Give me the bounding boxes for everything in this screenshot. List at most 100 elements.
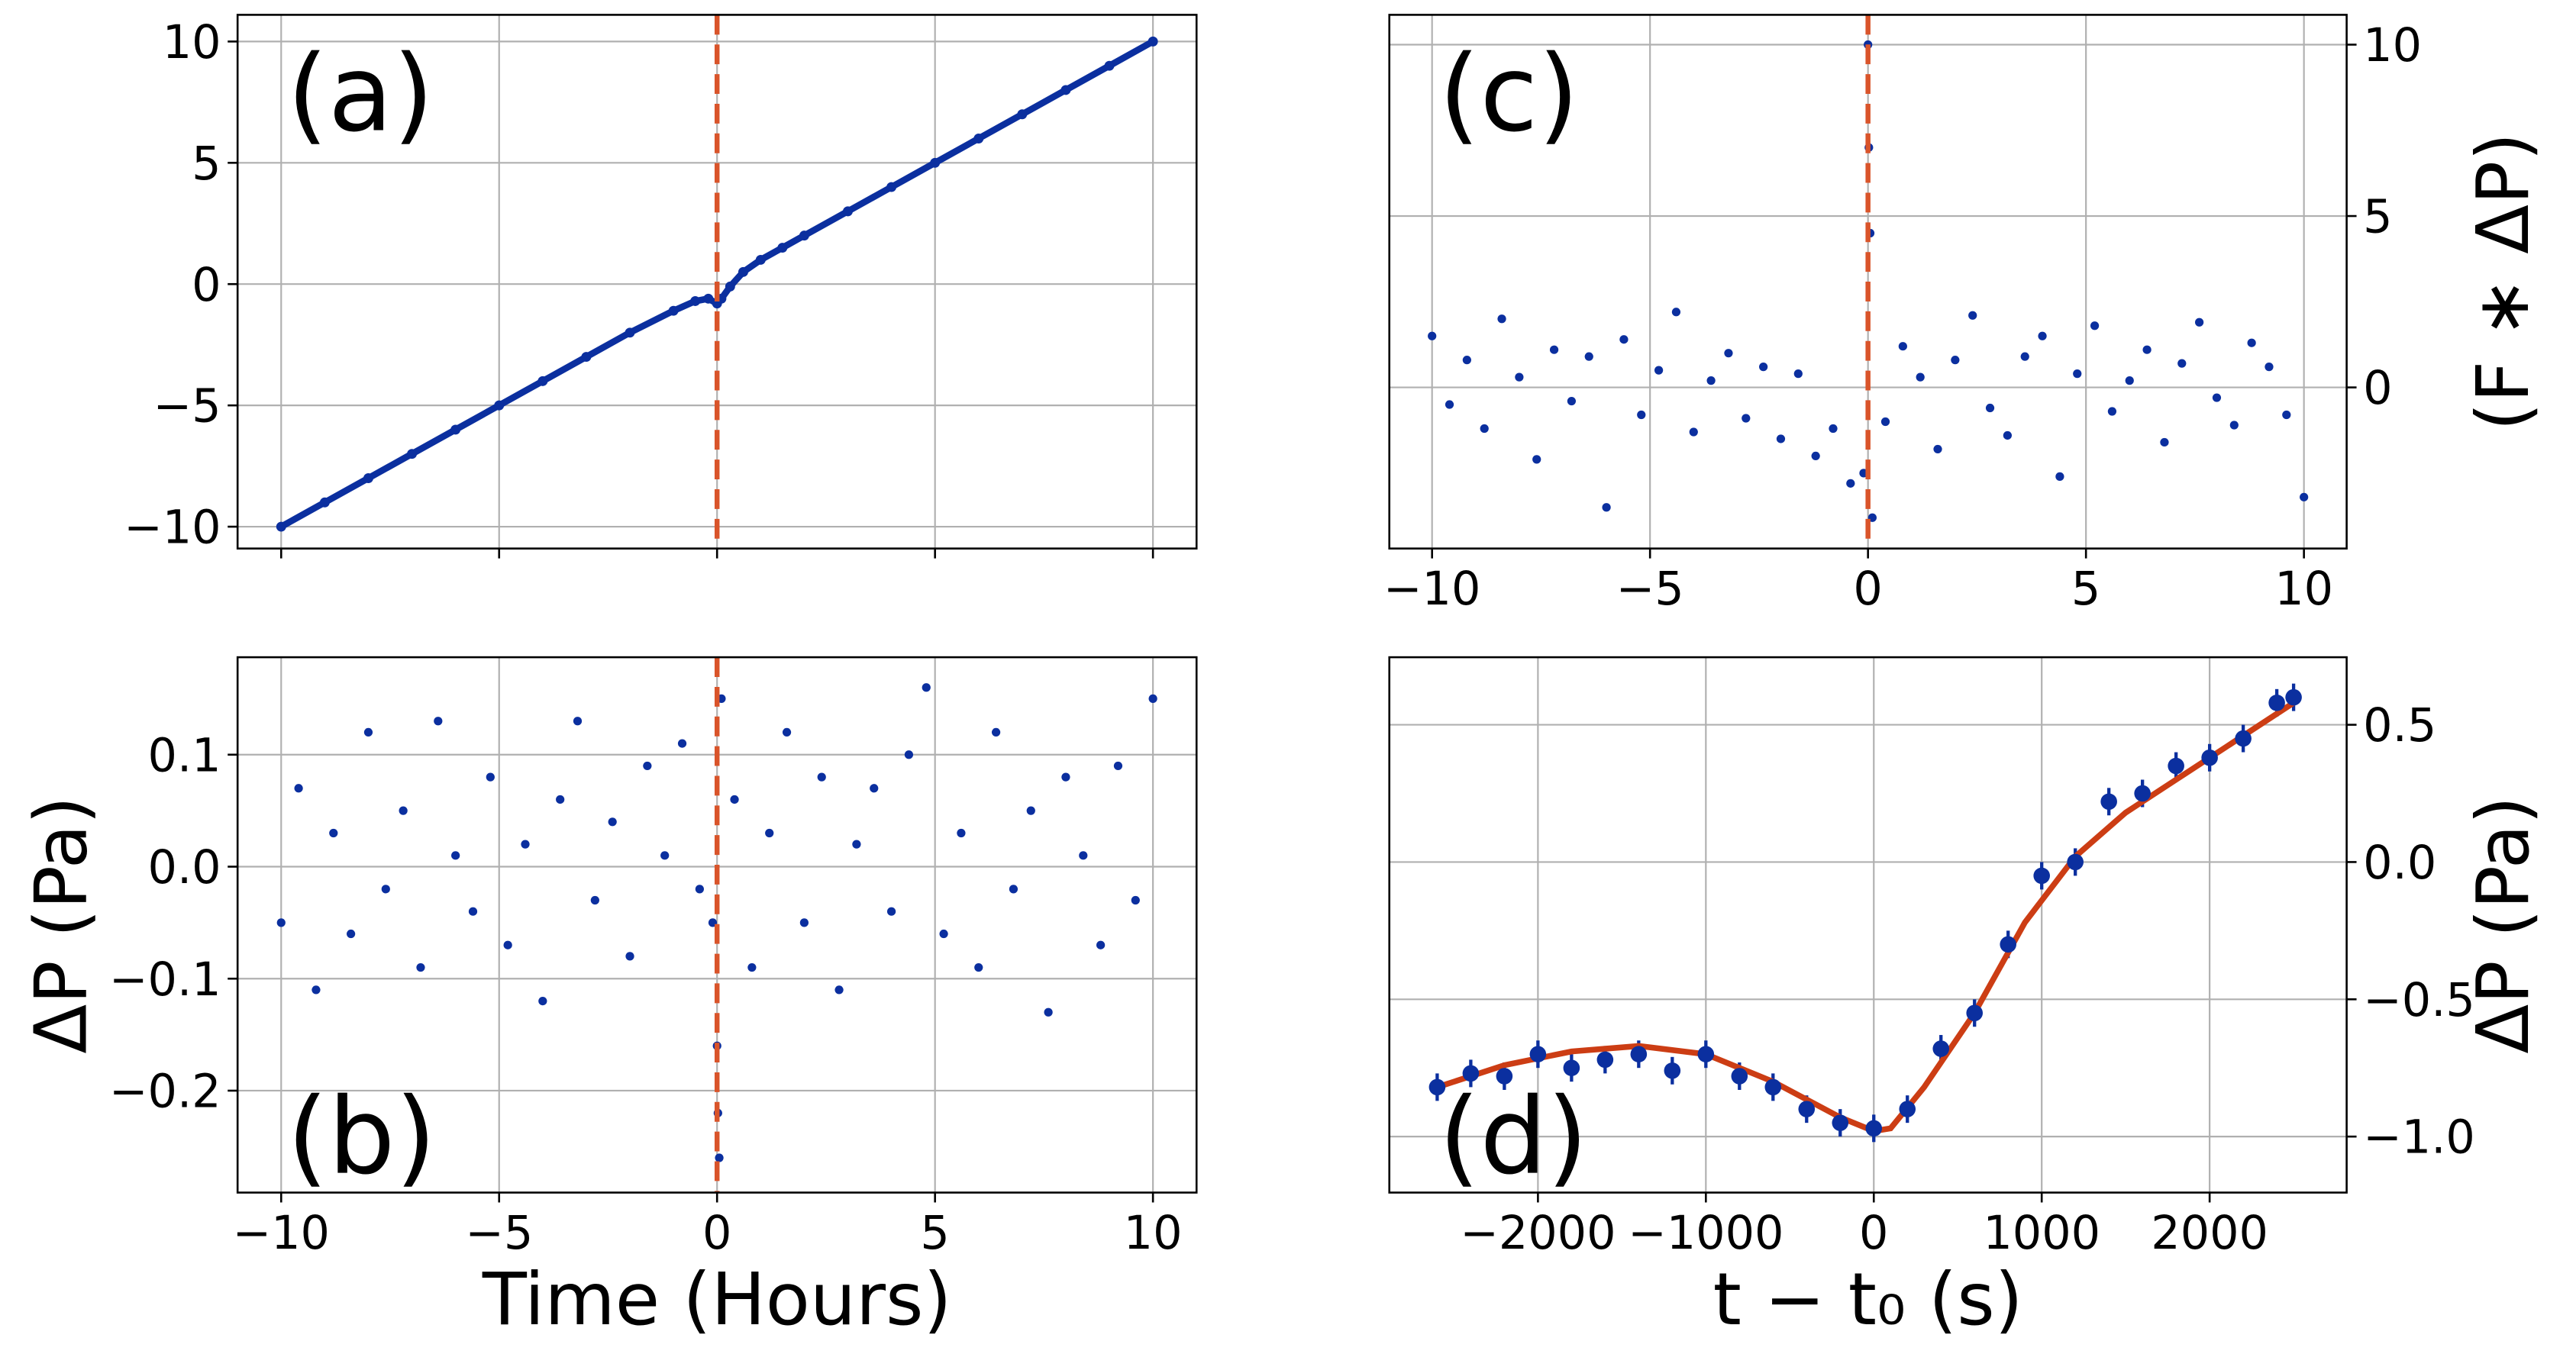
data-point	[974, 962, 983, 972]
data-point	[939, 929, 948, 939]
data-point	[1899, 1101, 1916, 1117]
y-tick-label: −5	[153, 380, 221, 434]
data-point	[1131, 895, 1140, 905]
y-tick-label: 0.0	[2363, 837, 2436, 890]
data-point	[852, 840, 861, 849]
data-point	[1731, 1068, 1748, 1085]
data-point	[1951, 356, 1960, 365]
data-point	[573, 717, 583, 726]
data-point	[1689, 427, 1698, 437]
y-tick-label: −0.1	[109, 953, 221, 1007]
data-point	[381, 885, 390, 894]
data-point	[329, 828, 338, 838]
data-point	[1497, 314, 1506, 324]
data-point	[930, 157, 941, 168]
x-tick-label: 10	[2274, 563, 2333, 616]
x-tick-label: −10	[233, 1207, 330, 1260]
data-point	[2212, 393, 2222, 402]
data-point	[1932, 1040, 1950, 1057]
data-point	[1148, 694, 1157, 704]
data-point	[1017, 109, 1028, 120]
data-point	[922, 683, 931, 692]
y-tick-label: 0	[2363, 362, 2392, 415]
data-point	[715, 1153, 724, 1162]
data-point	[347, 929, 356, 939]
data-point	[904, 750, 914, 759]
data-point	[276, 918, 286, 927]
data-point	[2107, 407, 2117, 416]
x-tick-label: −2000	[1460, 1207, 1616, 1260]
data-point	[834, 985, 844, 995]
data-point	[799, 918, 809, 927]
data-point	[817, 772, 826, 782]
data-point	[668, 305, 679, 316]
data-point	[625, 952, 634, 961]
data-point	[1009, 885, 1018, 894]
data-point	[1798, 1101, 1816, 1117]
data-point	[312, 985, 321, 995]
data-point	[2142, 345, 2152, 354]
plot-frame	[1388, 14, 2348, 550]
data-point	[1811, 451, 1820, 461]
data-point	[1096, 940, 1106, 949]
data-point	[407, 449, 418, 459]
data-point	[2160, 437, 2169, 447]
data-point	[2125, 376, 2134, 385]
data-point	[1697, 1046, 1715, 1063]
panel: −2000 −1000 0 1000 2000 −1.0 −0.5 0.0 0.5 (d) t − …	[1388, 656, 2545, 1342]
y-tick-label: −1.0	[2363, 1111, 2475, 1165]
data-point	[1637, 410, 1646, 420]
data-point	[2201, 749, 2218, 766]
plot-frame	[236, 656, 1198, 1194]
data-point	[1515, 372, 1524, 382]
data-point	[1148, 36, 1158, 47]
data-point	[1480, 424, 1489, 434]
data-point	[777, 243, 788, 253]
panel: −10 −5 0 5 10 (a)	[124, 14, 1198, 559]
data-point	[725, 281, 735, 292]
panel: −10 −5 0 5 10 0 5 10 (c) (F ∗ ΔP)	[1383, 14, 2545, 616]
data-point	[434, 717, 443, 726]
data-point	[1428, 1078, 1446, 1096]
data-point	[1898, 342, 1907, 351]
data-point	[765, 828, 774, 838]
data-point	[2235, 730, 2252, 747]
data-point	[1985, 403, 1995, 413]
panel-label: (b)	[287, 1075, 436, 1198]
data-point	[782, 727, 792, 737]
data-point	[556, 795, 565, 804]
data-point	[1933, 444, 1942, 454]
data-point	[2264, 363, 2274, 372]
data-point	[538, 996, 547, 1006]
data-point	[1428, 331, 1437, 340]
panel: −10 −5 0 5 10 −0.2 −0.1 0.0 0.1 (b) Time (Hours) ΔP…	[20, 656, 1198, 1342]
data-point	[294, 784, 303, 793]
x-tick-label: 0	[1853, 563, 1882, 616]
x-tick-label: 0	[702, 1207, 731, 1260]
data-point	[799, 231, 809, 241]
data-point	[1602, 503, 1611, 512]
data-point	[1596, 1051, 1614, 1069]
data-point	[2038, 331, 2047, 340]
data-point	[2033, 867, 2050, 885]
y-tick-label: −10	[124, 501, 221, 555]
data-point	[2247, 338, 2256, 347]
data-point	[2229, 421, 2239, 430]
x-axis-label: Time (Hours)	[482, 1258, 952, 1342]
data-point	[1584, 352, 1593, 361]
x-tick-label: 5	[920, 1207, 949, 1260]
data-point	[1061, 772, 1070, 782]
data-point	[2100, 793, 2117, 811]
data-point	[363, 473, 373, 483]
data-point	[703, 293, 714, 304]
data-point	[1916, 372, 1925, 382]
y-tick-label: 0.0	[148, 841, 221, 895]
data-point	[738, 266, 748, 277]
x-tick-label: 5	[2071, 563, 2100, 616]
data-point	[1619, 335, 1629, 344]
data-point	[870, 784, 879, 793]
data-point	[1832, 1114, 1849, 1131]
data-point	[755, 254, 766, 265]
